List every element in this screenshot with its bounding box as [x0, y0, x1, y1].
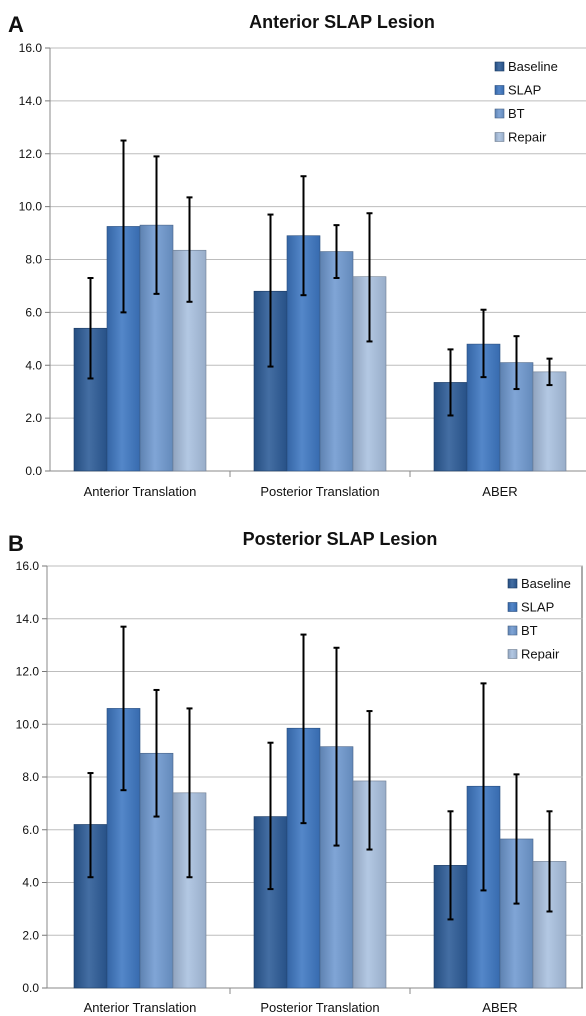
legend-swatch-repair	[494, 132, 505, 142]
panel-label: B	[8, 531, 24, 556]
legend-label-slap: SLAP	[508, 83, 541, 98]
y-tick-label: 12.0	[16, 665, 40, 679]
panel-a: A Anterior SLAP Lesion 0.0 2.0 4.0 6.0 8.0 10.0…	[8, 12, 586, 499]
chart-title: Anterior SLAP Lesion	[249, 12, 435, 32]
y-tick-label: 4.0	[25, 358, 42, 372]
x-tick-label: Posterior Translation	[260, 1000, 379, 1015]
x-tick-label: Anterior Translation	[84, 1000, 197, 1015]
legend-swatch-slap	[494, 85, 505, 95]
y-tick-label: 6.0	[22, 823, 39, 837]
legend-label-bt: BT	[521, 623, 538, 638]
y-tick-label: 4.0	[22, 876, 39, 890]
y-tick-label: 10.0	[19, 200, 43, 214]
y-tick-label: 16.0	[16, 559, 40, 573]
bar-repair	[532, 371, 567, 472]
legend-swatch-bt	[507, 625, 518, 636]
y-tick-label: 8.0	[22, 770, 39, 784]
x-tick-label: Posterior Translation	[260, 484, 379, 499]
y-tick-label: 6.0	[25, 305, 42, 319]
y-tick-label: 8.0	[25, 253, 42, 267]
legend-label-slap: SLAP	[521, 600, 554, 615]
y-tick-label: 10.0	[16, 717, 40, 731]
x-tick-label: ABER	[482, 1000, 517, 1015]
y-tick-label: 14.0	[16, 612, 40, 626]
panel-label: A	[8, 12, 24, 37]
y-tick-label: 0.0	[25, 464, 42, 478]
chart-title: Posterior SLAP Lesion	[243, 529, 438, 549]
y-tick-label: 16.0	[19, 41, 43, 55]
y-tick-label: 14.0	[19, 94, 43, 108]
y-tick-label: 12.0	[19, 147, 43, 161]
x-tick-label: Anterior Translation	[84, 484, 197, 499]
bar-bt	[319, 251, 354, 472]
y-tick-label: 0.0	[22, 981, 39, 995]
legend-swatch-baseline	[494, 61, 505, 72]
y-tick-label: 2.0	[25, 411, 42, 425]
legend-swatch-slap	[507, 602, 518, 612]
x-tick-label: ABER	[482, 484, 517, 499]
legend-label-repair: Repair	[508, 130, 547, 145]
legend-label-baseline: Baseline	[521, 576, 571, 591]
panel-b: B Posterior SLAP Lesion 0.0 2.0 4.0 6.0 8.0 10.…	[8, 529, 583, 1015]
legend-swatch-bt	[494, 108, 505, 119]
legend-swatch-repair	[507, 649, 518, 659]
legend-label-bt: BT	[508, 106, 525, 121]
y-tick-label: 2.0	[22, 928, 39, 942]
legend-swatch-baseline	[507, 578, 518, 589]
legend-label-repair: Repair	[521, 647, 560, 662]
legend-label-baseline: Baseline	[508, 59, 558, 74]
